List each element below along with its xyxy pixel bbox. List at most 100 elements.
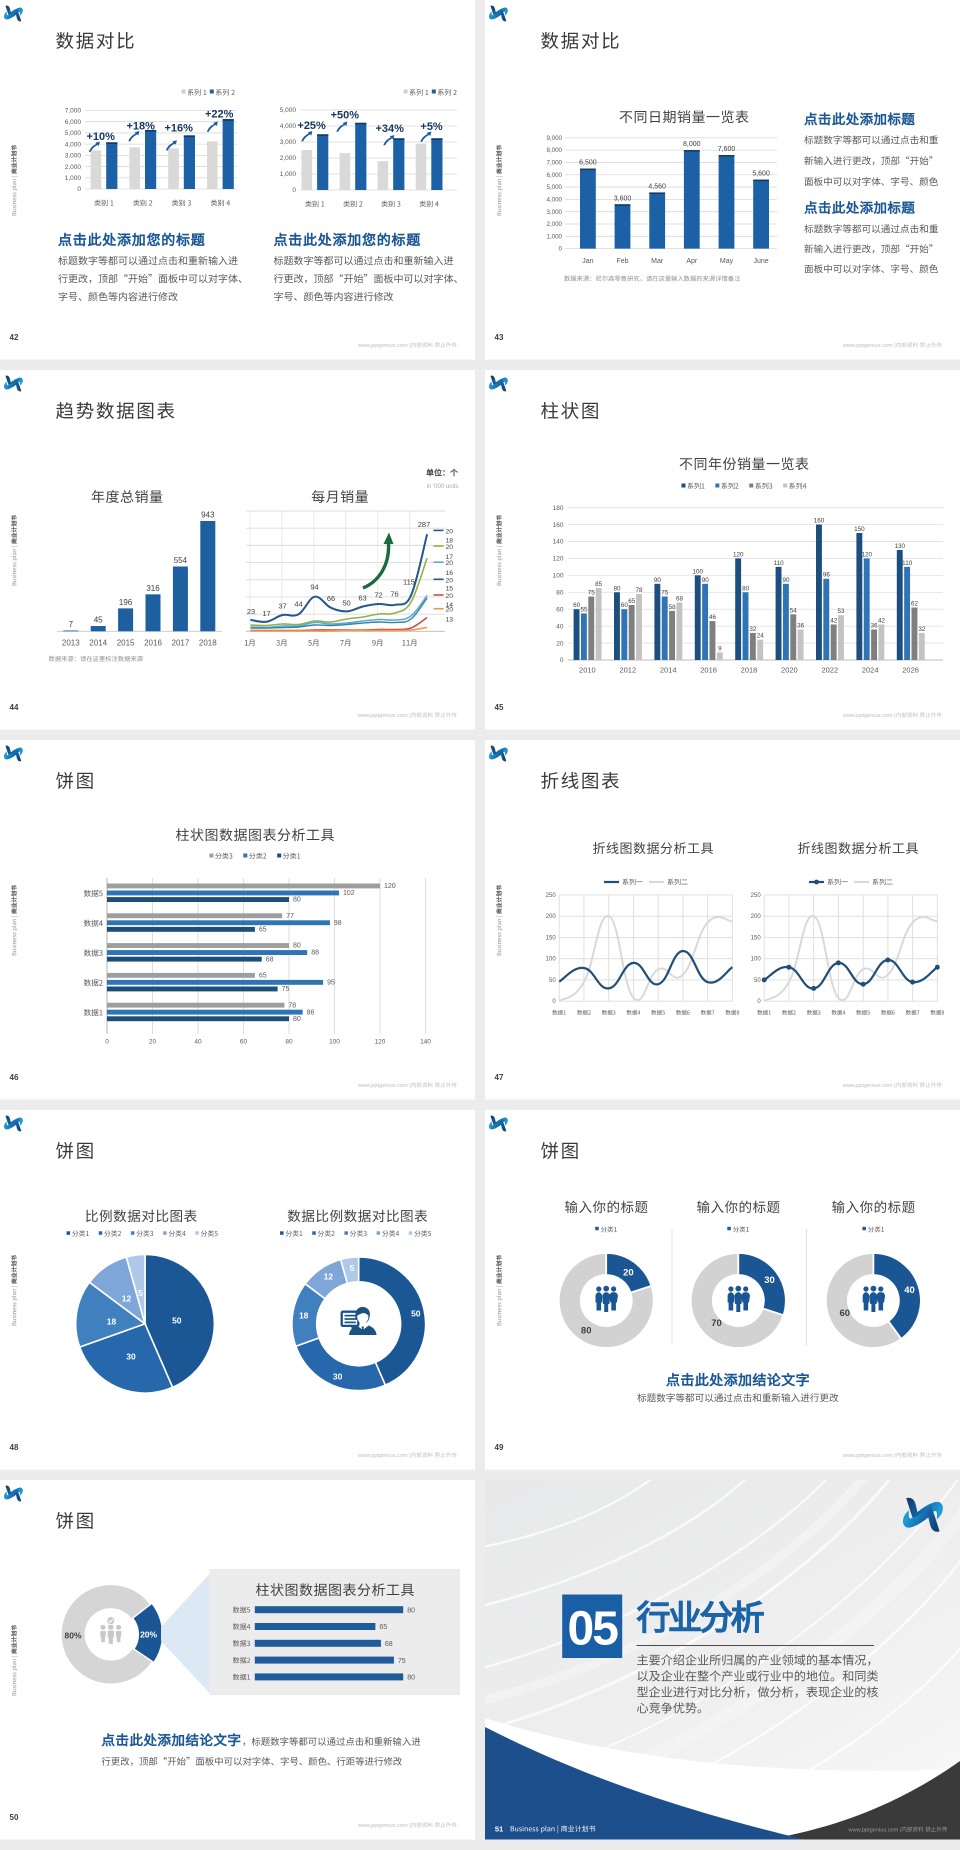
svg-text:70: 70 xyxy=(711,1318,722,1329)
svg-text:20: 20 xyxy=(446,560,454,567)
svg-text:80: 80 xyxy=(613,585,621,592)
svg-text:78: 78 xyxy=(635,587,643,594)
svg-text:72: 72 xyxy=(374,591,382,600)
svg-text:42: 42 xyxy=(878,617,886,624)
svg-text:36: 36 xyxy=(871,623,879,630)
svg-text:78: 78 xyxy=(288,1002,296,1009)
svg-text:2,000: 2,000 xyxy=(547,221,563,228)
svg-text:9,000: 9,000 xyxy=(547,135,563,142)
svg-text:60: 60 xyxy=(621,602,629,609)
svg-text:43: 43 xyxy=(495,333,504,342)
svg-text:3,000: 3,000 xyxy=(280,139,297,146)
svg-text:Jan: Jan xyxy=(582,258,593,265)
svg-text:32: 32 xyxy=(749,626,757,633)
svg-text:65: 65 xyxy=(259,973,267,980)
svg-text:6,500: 6,500 xyxy=(579,160,597,167)
svg-text:0: 0 xyxy=(105,1038,109,1045)
svg-text:0: 0 xyxy=(757,999,761,1005)
svg-text:46: 46 xyxy=(10,1073,19,1082)
svg-text:+34%: +34% xyxy=(376,123,405,135)
svg-text:90: 90 xyxy=(702,577,710,584)
svg-text:www.pptgenius.com |: www.pptgenius.com | xyxy=(842,1083,896,1089)
svg-text:120: 120 xyxy=(862,551,873,558)
svg-text:www.pptgenius.com |: www.pptgenius.com | xyxy=(842,343,896,349)
svg-text:250: 250 xyxy=(751,893,762,899)
svg-text:54: 54 xyxy=(790,607,798,614)
svg-text:287: 287 xyxy=(418,520,431,529)
svg-text:8,000: 8,000 xyxy=(547,147,563,154)
svg-text:www.pptgenius.com |: www.pptgenius.com | xyxy=(848,1827,902,1833)
svg-text:www.pptgenius.com |: www.pptgenius.com | xyxy=(357,1823,411,1829)
svg-text:88: 88 xyxy=(311,950,319,957)
svg-text:95: 95 xyxy=(327,980,335,987)
svg-text:75: 75 xyxy=(398,1658,406,1665)
svg-text:80: 80 xyxy=(407,1675,415,1682)
svg-text:+50%: +50% xyxy=(331,109,360,121)
svg-text:+10%: +10% xyxy=(87,131,116,143)
svg-text:www.pptgenius.com |: www.pptgenius.com | xyxy=(842,1453,896,1459)
svg-text:80: 80 xyxy=(285,1038,293,1045)
svg-text:77: 77 xyxy=(286,913,294,920)
svg-text:0: 0 xyxy=(560,657,564,664)
svg-text:47: 47 xyxy=(495,1073,504,1082)
svg-text:6,000: 6,000 xyxy=(547,172,563,179)
svg-text:200: 200 xyxy=(751,914,762,920)
svg-text:100: 100 xyxy=(546,957,557,963)
svg-text:80: 80 xyxy=(581,1325,592,1336)
svg-text:+22%: +22% xyxy=(205,109,234,121)
svg-text:160: 160 xyxy=(814,518,825,525)
svg-text:in '000 units: in '000 units xyxy=(427,484,459,490)
svg-text:2014: 2014 xyxy=(89,639,107,648)
svg-text:Feb: Feb xyxy=(616,258,628,265)
svg-text:150: 150 xyxy=(751,935,762,941)
svg-text:110: 110 xyxy=(774,560,785,567)
svg-text:100: 100 xyxy=(751,957,762,963)
svg-text:140: 140 xyxy=(553,539,564,546)
svg-text:76: 76 xyxy=(390,590,398,599)
svg-text:75: 75 xyxy=(588,590,596,597)
svg-text:80: 80 xyxy=(407,1607,415,1614)
svg-text:1,000: 1,000 xyxy=(280,171,297,178)
svg-text:50: 50 xyxy=(10,1813,19,1822)
svg-text:32: 32 xyxy=(918,626,926,633)
svg-text:0: 0 xyxy=(552,999,556,1005)
svg-text:120: 120 xyxy=(553,556,564,563)
svg-text:316: 316 xyxy=(146,584,160,593)
svg-text:4,000: 4,000 xyxy=(65,141,82,148)
svg-text:0: 0 xyxy=(559,246,563,253)
svg-text:3,000: 3,000 xyxy=(547,209,563,216)
svg-text:Apr: Apr xyxy=(686,258,698,265)
svg-text:120: 120 xyxy=(733,551,744,558)
svg-text:50: 50 xyxy=(411,1308,421,1318)
svg-text:20: 20 xyxy=(446,577,454,584)
svg-text:05: 05 xyxy=(568,1603,619,1656)
svg-text:110: 110 xyxy=(902,560,913,567)
svg-text:2013: 2013 xyxy=(62,639,80,648)
svg-text:4,560: 4,560 xyxy=(648,184,666,191)
svg-text:5,000: 5,000 xyxy=(280,107,297,114)
svg-text:2010: 2010 xyxy=(579,666,596,675)
svg-text:2016: 2016 xyxy=(700,666,717,675)
svg-text:42: 42 xyxy=(10,333,19,342)
svg-text:16: 16 xyxy=(446,570,454,577)
svg-text:160: 160 xyxy=(553,522,564,529)
svg-text:1,000: 1,000 xyxy=(547,233,563,240)
svg-text:www.pptgenius.com |: www.pptgenius.com | xyxy=(357,343,411,349)
svg-text:7,000: 7,000 xyxy=(65,108,82,115)
svg-text:9: 9 xyxy=(718,645,722,652)
svg-text:2014: 2014 xyxy=(660,666,677,675)
svg-text:6,000: 6,000 xyxy=(65,119,82,126)
svg-text:63: 63 xyxy=(358,594,366,603)
svg-text:18: 18 xyxy=(446,537,454,544)
svg-text:130: 130 xyxy=(895,543,906,550)
svg-text:17: 17 xyxy=(262,609,270,618)
svg-text:5,600: 5,600 xyxy=(752,171,770,178)
svg-text:150: 150 xyxy=(546,935,557,941)
svg-text:120: 120 xyxy=(384,883,396,890)
svg-text:65: 65 xyxy=(379,1624,387,1631)
svg-text:+18%: +18% xyxy=(127,120,156,132)
svg-text:80: 80 xyxy=(556,590,564,597)
svg-text:943: 943 xyxy=(201,511,215,520)
svg-text:80: 80 xyxy=(293,1016,301,1023)
svg-text:4,000: 4,000 xyxy=(280,123,297,130)
